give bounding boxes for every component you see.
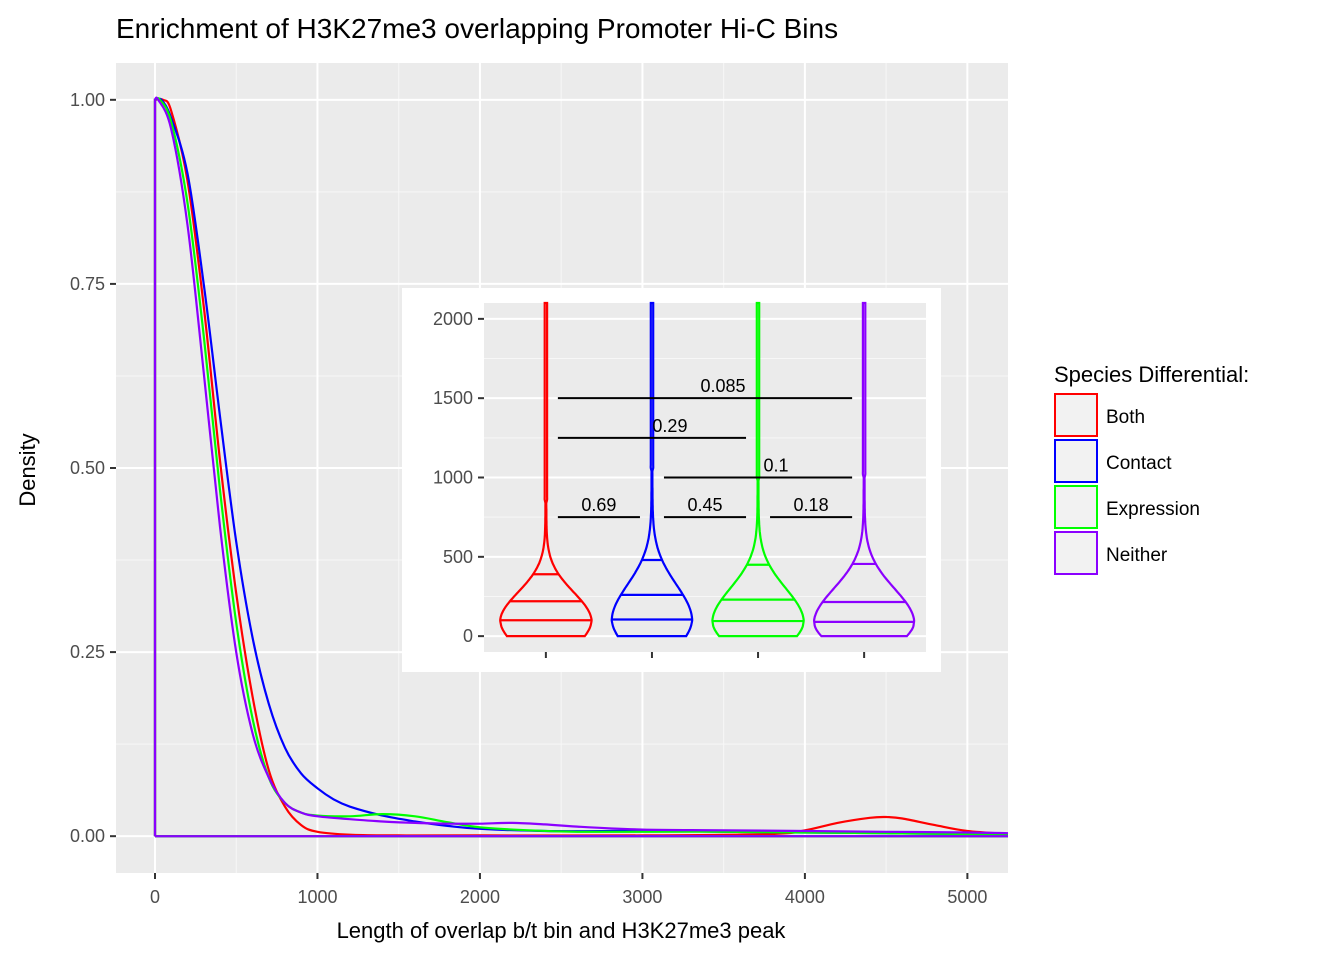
y-tick-label: 1.00 xyxy=(70,90,105,110)
y-tick-label: 0.25 xyxy=(70,642,105,662)
y-tick-label: 0.75 xyxy=(70,274,105,294)
chart-title: Enrichment of H3K27me3 overlapping Promo… xyxy=(116,13,838,44)
legend-label-neither: Neither xyxy=(1106,545,1168,566)
violin-expression xyxy=(711,301,805,638)
x-tick-label: 5000 xyxy=(947,887,987,907)
legend-label-contact: Contact xyxy=(1106,453,1172,474)
y-tick-label: 0.00 xyxy=(70,826,105,846)
legend-label-expression: Expression xyxy=(1106,499,1200,520)
x-axis-label: Length of overlap b/t bin and H3K27me3 p… xyxy=(337,918,787,943)
violin-contact xyxy=(610,301,694,638)
legend-label-both: Both xyxy=(1106,407,1145,428)
x-tick-label: 2000 xyxy=(460,887,500,907)
inset-y-tick-label: 1000 xyxy=(433,468,473,488)
comparison-p-value: 0.69 xyxy=(581,495,616,515)
x-tick-label: 4000 xyxy=(785,887,825,907)
comparison-p-value: 0.1 xyxy=(764,456,789,476)
comparison-p-value: 0.45 xyxy=(687,495,722,515)
violin-both xyxy=(499,301,593,638)
y-tick-label: 0.50 xyxy=(70,458,105,478)
comparison-p-value: 0.18 xyxy=(794,495,829,515)
comparison-p-value: 0.085 xyxy=(700,376,745,396)
inset-y-tick-label: 2000 xyxy=(433,309,473,329)
comparison-p-value: 0.29 xyxy=(652,416,687,436)
x-tick-label: 3000 xyxy=(622,887,662,907)
inset-y-tick-label: 500 xyxy=(443,547,473,567)
y-axis-label: Density xyxy=(15,433,40,506)
density-line-neither xyxy=(153,96,1009,838)
legend-key-contact xyxy=(1054,439,1098,483)
legend-key-both xyxy=(1054,393,1098,437)
inset-y-tick-label: 0 xyxy=(463,626,473,646)
x-tick-label: 0 xyxy=(150,887,160,907)
x-tick-label: 1000 xyxy=(297,887,337,907)
inset-y-tick-label: 1500 xyxy=(433,388,473,408)
legend-key-neither xyxy=(1054,531,1098,575)
legend-title: Species Differential: xyxy=(1054,362,1249,387)
violin-neither xyxy=(812,301,916,638)
legend-key-expression xyxy=(1054,485,1098,529)
